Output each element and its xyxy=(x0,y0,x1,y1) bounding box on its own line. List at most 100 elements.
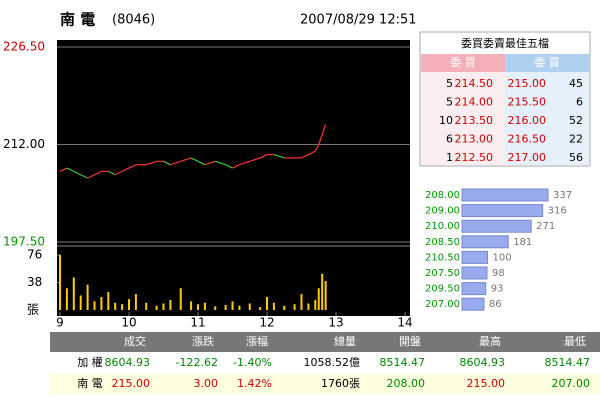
stock-name: 南 電 xyxy=(60,11,95,29)
volume-bar xyxy=(307,303,310,310)
volume-bar xyxy=(248,303,251,310)
bid-body-bg xyxy=(421,72,505,165)
volume-tick-label: 38 xyxy=(27,275,42,289)
volume-bar xyxy=(79,295,82,310)
summary-cell: 215.00 xyxy=(467,377,506,390)
dist-price: 207.00 xyxy=(425,299,460,310)
price-segment xyxy=(314,144,320,152)
price-segment xyxy=(146,160,157,166)
price-segment xyxy=(308,150,316,156)
volume-unit: 張 xyxy=(27,303,39,317)
dist-price: 208.00 xyxy=(425,190,460,201)
price-segment xyxy=(73,170,81,176)
price-segment xyxy=(197,160,206,166)
datetime: 2007/08/29 12:51 xyxy=(300,13,417,28)
ask-qty: 52 xyxy=(569,114,583,127)
dist-value: 337 xyxy=(553,190,572,201)
volume-tick-label: 76 xyxy=(27,248,42,262)
volume-bar xyxy=(231,301,234,310)
volume-bar xyxy=(190,301,193,310)
volume-bar xyxy=(86,284,89,310)
dist-bar xyxy=(461,235,509,249)
volume-bar xyxy=(128,299,130,310)
ask-price: 217.00 xyxy=(508,151,547,164)
volume-bar xyxy=(134,294,137,310)
dist-bar xyxy=(461,188,549,202)
price-segment xyxy=(80,174,88,179)
summary-header-bg xyxy=(50,332,600,352)
summary-cell: -122.62 xyxy=(176,356,218,369)
dist-price: 210.50 xyxy=(425,252,460,263)
dist-bar xyxy=(461,297,485,311)
bid-price: 214.00 xyxy=(455,96,494,109)
dist-bar xyxy=(461,204,544,218)
volume-bar xyxy=(321,273,324,310)
volume-bar xyxy=(65,288,68,310)
x-tick-label: 9 xyxy=(56,316,64,330)
volume-bar xyxy=(107,291,110,310)
price-segment xyxy=(204,160,216,166)
ask-price: 215.50 xyxy=(508,96,547,109)
summary-label: 加 權 xyxy=(77,356,103,369)
price-segment xyxy=(321,124,327,135)
dist-value: 181 xyxy=(513,237,532,248)
ask-body-bg xyxy=(505,72,589,165)
volume-bar xyxy=(314,299,317,310)
price-segment xyxy=(66,167,75,172)
volume-bar xyxy=(272,302,275,310)
dist-price: 209.00 xyxy=(425,206,460,217)
bid-qty: 1 xyxy=(446,151,453,164)
volume-bar xyxy=(300,294,303,310)
y-tick-label: 226.50 xyxy=(3,40,45,54)
bid-qty: 5 xyxy=(446,77,453,90)
summary-cell: 1.42% xyxy=(237,377,272,390)
summary-cell: 208.00 xyxy=(387,377,426,390)
price-segment xyxy=(318,134,323,145)
bid-price: 213.00 xyxy=(455,133,494,146)
dist-value: 100 xyxy=(493,252,512,263)
ask-price: 216.00 xyxy=(508,114,547,127)
bid-price: 212.50 xyxy=(455,151,494,164)
bid-qty: 10 xyxy=(439,114,453,127)
bid-qty: 5 xyxy=(446,96,453,109)
volume-bar xyxy=(93,301,96,310)
ask-price: 216.50 xyxy=(508,133,547,146)
volume-bar xyxy=(259,307,262,310)
dist-price: 210.00 xyxy=(425,221,460,232)
price-segment xyxy=(259,154,268,159)
price-segment xyxy=(128,164,137,169)
volume-bar xyxy=(169,299,172,310)
summary-header: 漲跌 xyxy=(192,334,214,348)
ask-qty: 22 xyxy=(569,133,583,146)
price-segment xyxy=(180,157,192,162)
dist-value: 98 xyxy=(492,268,505,279)
summary-cell: 8604.93 xyxy=(460,356,506,369)
volume-bar xyxy=(155,305,158,310)
price-segment xyxy=(249,157,261,162)
dist-price: 209.50 xyxy=(425,284,460,295)
bid-header-bg xyxy=(421,54,505,72)
price-segment xyxy=(225,164,233,169)
dist-value: 316 xyxy=(548,206,567,217)
price-segment xyxy=(121,167,130,172)
dist-value: 271 xyxy=(536,221,555,232)
ask-header-bg xyxy=(505,54,589,72)
ask-qty: 6 xyxy=(576,96,583,109)
summary-row-bg xyxy=(50,374,600,394)
volume-bar xyxy=(72,277,75,310)
bid-price: 213.50 xyxy=(455,114,494,127)
price-segment xyxy=(239,160,250,166)
summary-cell: -1.40% xyxy=(233,356,272,369)
price-segment xyxy=(232,164,240,169)
x-tick-label: 14 xyxy=(397,316,412,330)
summary-header: 總量 xyxy=(334,334,356,348)
x-tick-label: 11 xyxy=(190,316,205,330)
volume-bar xyxy=(197,304,199,310)
ask-header: 委 賣 xyxy=(534,55,560,69)
stock-code: (8046) xyxy=(112,13,155,28)
price-segment xyxy=(215,160,226,166)
summary-cell: 215.00 xyxy=(112,377,151,390)
volume-bar xyxy=(145,302,148,310)
dist-bar xyxy=(461,219,532,233)
volume-bar xyxy=(121,304,124,310)
